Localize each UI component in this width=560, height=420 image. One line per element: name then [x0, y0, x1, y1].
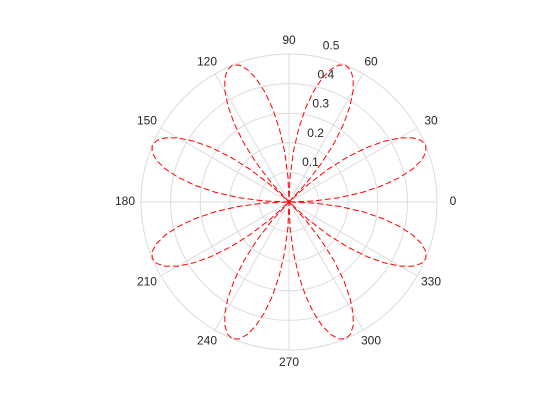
- theta-tick-label: 120: [197, 55, 217, 69]
- theta-tick-label: 90: [282, 33, 296, 47]
- theta-tick-label: 0: [450, 194, 457, 208]
- grid-spoke: [160, 127, 290, 203]
- r-tick-label: 0.2: [307, 126, 324, 140]
- theta-tick-label: 180: [115, 194, 135, 208]
- r-tick-label: 0.5: [323, 38, 340, 52]
- grid-spoke: [288, 73, 364, 203]
- grid-spoke: [214, 73, 290, 203]
- theta-tick-label: 150: [137, 114, 157, 128]
- theta-tick-label: 300: [361, 334, 381, 348]
- r-tick-label: 0.3: [312, 97, 329, 111]
- theta-tick-label: 330: [421, 275, 441, 289]
- r-tick-label: 0.1: [302, 155, 319, 169]
- theta-tick-label: 60: [364, 55, 378, 69]
- polar-line: [151, 64, 427, 340]
- grid-spoke: [214, 201, 290, 331]
- grid-spoke: [160, 201, 290, 277]
- theta-tick-label: 210: [137, 275, 157, 289]
- theta-tick-label: 270: [279, 355, 299, 369]
- grid-spoke: [288, 201, 364, 331]
- grid-spoke: [288, 127, 418, 203]
- theta-tick-label: 30: [424, 114, 438, 128]
- theta-tick-label: 240: [197, 334, 217, 348]
- grid-spoke: [288, 201, 418, 277]
